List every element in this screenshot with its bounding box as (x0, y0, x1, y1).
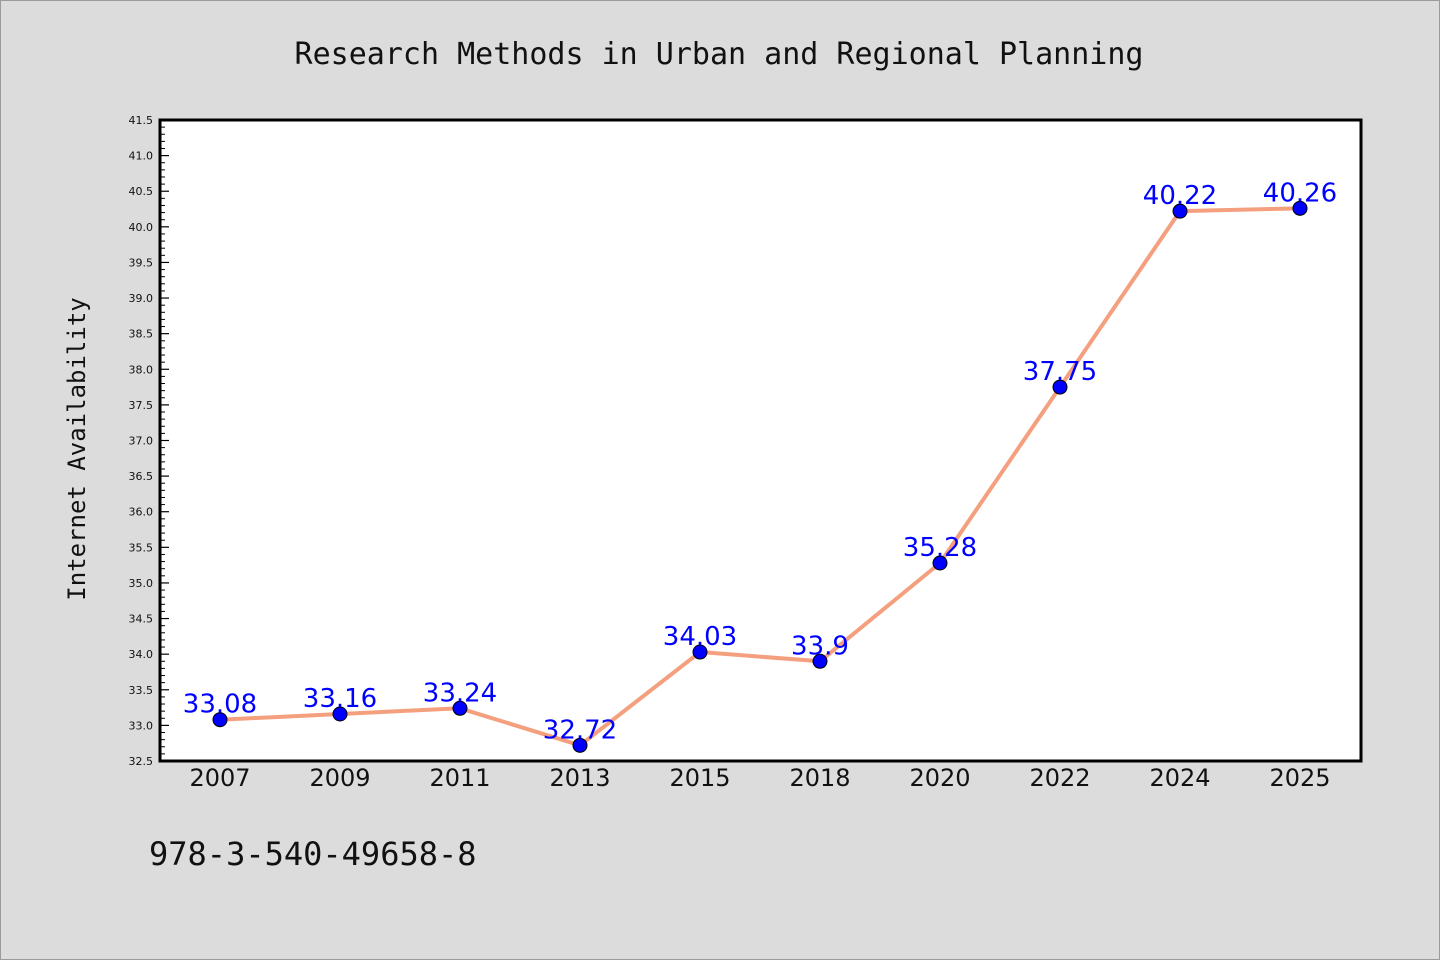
y-tick-label: 37.0 (129, 435, 154, 448)
data-points (212, 200, 1308, 753)
data-point (1172, 203, 1188, 219)
data-label: 40.26 (1263, 178, 1337, 208)
data-point (452, 700, 468, 716)
x-tick-label: 2024 (1149, 764, 1210, 792)
plot-frame (158, 118, 1363, 763)
y-tick-label: 37.5 (129, 399, 154, 412)
data-label: 32.72 (543, 715, 617, 745)
y-tick-label: 40.0 (129, 221, 154, 234)
x-tick-label: 2025 (1269, 764, 1330, 792)
y-tick-label: 41.5 (129, 114, 154, 127)
y-tick-label: 38.0 (129, 363, 154, 376)
x-tick-label: 2011 (429, 764, 490, 792)
x-tick-label: 2007 (189, 764, 250, 792)
x-tick-label: 2018 (789, 764, 850, 792)
y-tick-label: 40.5 (129, 185, 154, 198)
y-tick-label: 39.5 (129, 256, 154, 269)
y-tick-label: 38.5 (129, 328, 154, 341)
data-label: 35.28 (903, 533, 977, 563)
data-point (692, 644, 708, 660)
x-tick-label: 2015 (669, 764, 730, 792)
y-tick-label: 41.0 (129, 150, 154, 163)
x-tick-label: 2009 (309, 764, 370, 792)
data-point (572, 737, 588, 753)
chart-title: Research Methods in Urban and Regional P… (295, 37, 1144, 72)
data-point (332, 706, 348, 722)
y-axis-label: Internet Availability (63, 297, 91, 600)
data-label: 33.9 (791, 631, 849, 661)
y-tick-label: 34.0 (129, 648, 154, 661)
y-tick-label: 35.0 (129, 577, 154, 590)
data-point (932, 555, 948, 571)
y-tick-label: 35.5 (129, 541, 154, 554)
data-point (1052, 379, 1068, 395)
x-tick-label: 2013 (549, 764, 610, 792)
y-tick-label: 36.5 (129, 470, 154, 483)
data-labels: 33.08 33.16 33.24 32.72 34.03 33.9 35.28 37.75 4… (183, 178, 1337, 745)
series-line (218, 206, 1302, 748)
plot-area (160, 120, 1361, 761)
y-tick-label: 36.0 (129, 506, 154, 519)
y-tick-label: 34.5 (129, 613, 154, 626)
y-tick-label: 33.0 (129, 719, 154, 732)
data-label: 40.22 (1143, 181, 1217, 211)
data-label: 34.03 (663, 622, 737, 652)
data-point (812, 653, 828, 669)
x-tick-label: 2020 (909, 764, 970, 792)
x-tick-label: 2022 (1029, 764, 1090, 792)
footnote-isbn: 978-3-540-49658-8 (149, 835, 477, 873)
data-label: 33.24 (423, 678, 497, 708)
y-tick-label: 39.0 (129, 292, 154, 305)
y-tick-label: 32.5 (129, 755, 154, 768)
y-tick-label: 33.5 (129, 684, 154, 697)
x-axis: 2007 2009 2011 2013 2015 2018 2020 2022 2024 2025 (189, 764, 1330, 792)
data-label: 33.16 (303, 684, 377, 714)
data-label: 33.08 (183, 690, 257, 720)
data-point (1292, 200, 1308, 216)
data-label: 37.75 (1023, 357, 1097, 387)
data-point (212, 712, 228, 728)
